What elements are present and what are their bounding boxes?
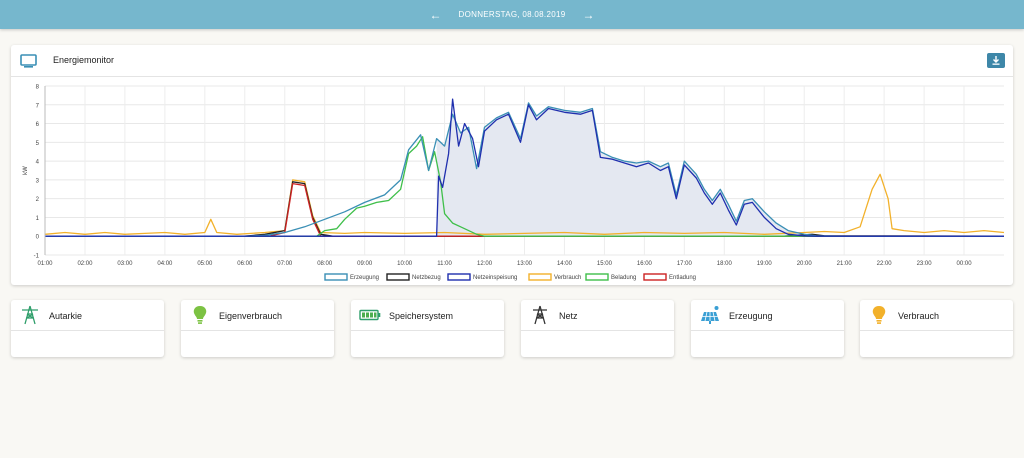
x-tick-label: 18:00 xyxy=(717,261,733,267)
tile-eigenverbrauch[interactable]: Eigenverbrauch xyxy=(181,300,334,357)
legend-label: Beladung xyxy=(611,275,636,281)
tile-header: Autarkie xyxy=(11,300,164,331)
solar-panel-icon xyxy=(701,306,719,324)
series-line-netzeinspeisung xyxy=(45,98,1004,237)
x-tick-label: 04:00 xyxy=(157,261,173,267)
series-line-verbrauch xyxy=(44,173,1005,235)
y-axis-label: kW xyxy=(23,166,29,175)
x-tick-label: 05:00 xyxy=(197,261,213,267)
x-tick-label: 03:00 xyxy=(117,261,133,267)
tile-label: Erzeugung xyxy=(729,311,773,321)
x-tick-label: 01:00 xyxy=(37,261,53,267)
tile-label: Autarkie xyxy=(49,311,83,321)
x-tick-label: 13:00 xyxy=(517,261,533,267)
x-tick-label: 23:00 xyxy=(917,261,933,267)
x-tick-label: 22:00 xyxy=(877,261,893,267)
y-tick-label: 5 xyxy=(36,141,40,147)
download-icon xyxy=(992,56,1000,65)
x-tick-label: 02:00 xyxy=(77,261,93,267)
x-tick-label: 00:00 xyxy=(957,261,973,267)
y-tick-label: 6 xyxy=(36,122,40,128)
tile-verbrauch[interactable]: Verbrauch xyxy=(860,300,1013,357)
legend-swatch xyxy=(447,273,471,281)
legend-swatch xyxy=(324,273,348,281)
x-tick-label: 15:00 xyxy=(597,261,613,267)
arrow-right-icon[interactable]: → xyxy=(582,7,595,22)
tile-header: Netz xyxy=(521,300,674,331)
legend-swatch xyxy=(528,273,552,281)
tile-label: Eigenverbrauch xyxy=(219,311,283,321)
legend-swatch xyxy=(386,273,410,281)
erzeugung-area xyxy=(436,102,1004,237)
x-tick-label: 09:00 xyxy=(357,261,373,267)
tile-label: Speichersystem xyxy=(389,311,454,321)
chart-axes: -1 0 1 2 3 4 5 6 7 8 01:00 02:00 03:00 04:00 05:00 06:0… xyxy=(23,85,972,268)
y-tick-label: 4 xyxy=(36,160,40,166)
current-date: DONNERSTAG, 08.08.2019 xyxy=(458,10,566,19)
lightbulb-yellow-icon xyxy=(872,306,886,324)
x-tick-label: 12:00 xyxy=(477,261,493,267)
x-tick-label: 06:00 xyxy=(237,261,253,267)
download-button[interactable] xyxy=(987,53,1005,68)
card-title: Energiemonitor xyxy=(53,55,115,65)
legend-swatch xyxy=(585,273,609,281)
summary-tiles: Autarkie Eigenverbrauch Speichersystem xyxy=(11,300,1013,358)
legend-label: Netzbezug xyxy=(412,275,441,281)
tile-header: Speichersystem xyxy=(351,300,504,331)
y-tick-label: -1 xyxy=(34,254,40,260)
y-tick-label: 3 xyxy=(36,178,40,184)
x-tick-label: 11:00 xyxy=(437,261,452,267)
chart-fill xyxy=(436,102,1004,237)
tile-autarkie[interactable]: Autarkie xyxy=(11,300,164,357)
legend-swatch xyxy=(643,273,667,281)
legend-label: Entladung xyxy=(669,275,696,281)
power-tower-icon xyxy=(22,305,38,325)
y-tick-label: 0 xyxy=(36,235,40,241)
chart-legend: Erzeugung Netzbezug Netzeinspeisung Verbrau… xyxy=(324,273,696,281)
tile-header: Erzeugung xyxy=(691,300,844,331)
y-tick-label: 2 xyxy=(36,197,40,203)
tile-speichersystem[interactable]: Speichersystem xyxy=(351,300,504,357)
legend-label: Netzeinspeisung xyxy=(473,275,517,281)
battery-icon xyxy=(359,309,381,321)
energiemonitor-card: Energiemonitor -1 0 1 2 3 4 5 6 7 8 01:00 02:00 03:0… xyxy=(11,45,1013,285)
y-tick-label: 7 xyxy=(36,103,40,109)
x-tick-label: 16:00 xyxy=(637,261,653,267)
grid-tower-icon xyxy=(533,305,547,325)
y-tick-label: 8 xyxy=(36,85,40,91)
arrow-left-icon[interactable]: ← xyxy=(429,7,442,22)
monitor-icon xyxy=(20,54,37,68)
lightbulb-green-icon xyxy=(193,306,207,324)
tile-label: Netz xyxy=(559,311,578,321)
x-tick-label: 20:00 xyxy=(797,261,813,267)
series-line-erzeugung xyxy=(45,102,1004,237)
tile-header: Verbrauch xyxy=(860,300,1013,331)
x-tick-label: 14:00 xyxy=(557,261,573,267)
y-tick-label: 1 xyxy=(36,216,40,222)
x-tick-label: 21:00 xyxy=(837,261,853,267)
x-tick-label: 08:00 xyxy=(317,261,333,267)
tile-header: Eigenverbrauch xyxy=(181,300,334,331)
chart-lines xyxy=(44,98,1005,237)
tile-netz[interactable]: Netz xyxy=(521,300,674,357)
legend-label: Erzeugung xyxy=(350,275,379,281)
x-tick-label: 17:00 xyxy=(677,261,693,267)
card-header: Energiemonitor xyxy=(11,45,1013,77)
series-line-beladung xyxy=(45,136,1004,237)
x-tick-label: 10:00 xyxy=(397,261,413,267)
x-tick-label: 19:00 xyxy=(757,261,773,267)
energy-chart: -1 0 1 2 3 4 5 6 7 8 01:00 02:00 03:00 04:00 05:00 06:0… xyxy=(23,85,1005,281)
date-navigation-bar: ← DONNERSTAG, 08.08.2019 → xyxy=(0,0,1024,29)
x-tick-label: 07:00 xyxy=(277,261,293,267)
legend-label: Verbrauch xyxy=(554,275,581,281)
tile-label: Verbrauch xyxy=(898,311,940,321)
tile-erzeugung[interactable]: Erzeugung xyxy=(691,300,844,357)
